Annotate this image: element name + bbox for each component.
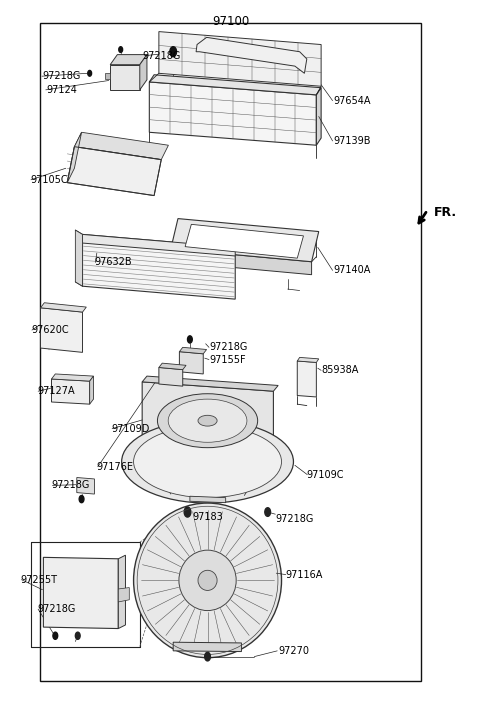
Polygon shape	[142, 382, 274, 458]
Text: 97139B: 97139B	[333, 136, 371, 146]
Polygon shape	[140, 55, 147, 90]
Text: 97218G: 97218G	[142, 51, 180, 61]
Circle shape	[88, 71, 92, 77]
Polygon shape	[180, 352, 203, 374]
Polygon shape	[190, 496, 226, 503]
Polygon shape	[180, 347, 206, 354]
Polygon shape	[149, 82, 316, 145]
Ellipse shape	[179, 550, 236, 611]
Text: 97183: 97183	[192, 512, 223, 522]
Polygon shape	[297, 361, 316, 397]
Polygon shape	[297, 357, 319, 362]
Polygon shape	[159, 367, 183, 386]
Text: 97218G: 97218G	[37, 604, 75, 614]
Text: 97124: 97124	[47, 85, 78, 95]
Text: 97255T: 97255T	[21, 575, 58, 585]
Polygon shape	[77, 477, 95, 494]
Text: FR.: FR.	[434, 206, 457, 219]
Polygon shape	[83, 235, 235, 256]
Polygon shape	[75, 230, 83, 286]
Text: 97116A: 97116A	[285, 570, 323, 580]
Polygon shape	[74, 132, 168, 160]
Text: 97140A: 97140A	[333, 266, 371, 275]
Polygon shape	[106, 74, 110, 79]
Text: 97100: 97100	[212, 15, 249, 28]
Polygon shape	[40, 308, 83, 352]
Polygon shape	[51, 379, 90, 404]
Bar	[39, 23, 421, 681]
Circle shape	[119, 47, 122, 53]
Circle shape	[79, 495, 84, 503]
Text: 97218G: 97218G	[209, 342, 247, 352]
Circle shape	[265, 508, 271, 516]
Circle shape	[170, 47, 177, 57]
Ellipse shape	[121, 420, 293, 503]
Polygon shape	[83, 235, 235, 299]
Text: 97270: 97270	[278, 646, 309, 656]
Polygon shape	[67, 147, 161, 196]
Polygon shape	[316, 87, 321, 145]
Ellipse shape	[198, 570, 217, 591]
Polygon shape	[196, 38, 307, 74]
Text: 97127A: 97127A	[37, 386, 75, 396]
Ellipse shape	[133, 503, 281, 658]
Text: 97654A: 97654A	[333, 95, 371, 105]
Polygon shape	[43, 557, 118, 629]
Circle shape	[204, 575, 211, 586]
Polygon shape	[118, 555, 125, 629]
Text: 97155F: 97155F	[209, 355, 246, 365]
Circle shape	[53, 632, 58, 640]
Ellipse shape	[157, 393, 258, 448]
Circle shape	[204, 417, 210, 425]
Text: 97218G: 97218G	[51, 480, 90, 490]
Polygon shape	[142, 376, 278, 391]
Text: 97105C: 97105C	[30, 175, 68, 185]
Polygon shape	[67, 132, 82, 183]
Text: 97218G: 97218G	[42, 71, 80, 81]
Polygon shape	[171, 219, 319, 262]
Text: 85938A: 85938A	[321, 365, 359, 375]
Ellipse shape	[198, 415, 217, 426]
Polygon shape	[159, 32, 321, 86]
Polygon shape	[173, 642, 241, 651]
Polygon shape	[110, 65, 140, 90]
Polygon shape	[185, 225, 303, 258]
Polygon shape	[171, 249, 312, 274]
Text: 97632B: 97632B	[95, 258, 132, 267]
Polygon shape	[159, 363, 186, 370]
Polygon shape	[118, 588, 129, 602]
Polygon shape	[90, 376, 94, 404]
Text: 97176E: 97176E	[97, 462, 134, 471]
Text: 97109D: 97109D	[111, 424, 150, 434]
Polygon shape	[40, 303, 86, 312]
Polygon shape	[149, 75, 321, 95]
Polygon shape	[51, 374, 94, 381]
Circle shape	[188, 336, 192, 343]
Circle shape	[75, 632, 80, 640]
Circle shape	[184, 507, 191, 517]
Ellipse shape	[168, 399, 247, 443]
Text: 97218G: 97218G	[276, 514, 314, 524]
Circle shape	[204, 652, 210, 661]
Ellipse shape	[133, 426, 281, 497]
Polygon shape	[110, 55, 147, 65]
Text: 97620C: 97620C	[31, 325, 69, 335]
Text: 97109C: 97109C	[307, 469, 344, 479]
